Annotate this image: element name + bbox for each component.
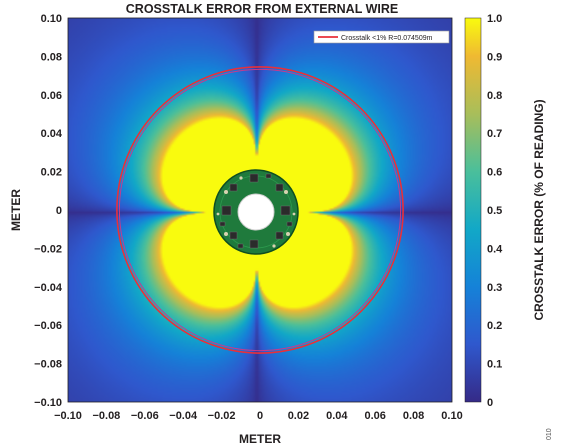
board-hole: [237, 193, 275, 231]
y-tick-label: −0.06: [34, 320, 62, 332]
plot-frame: [67, 17, 453, 403]
figure-id: 010: [546, 428, 553, 440]
x-tick-label: −0.04: [169, 410, 198, 422]
y-tick-label: 0.10: [41, 13, 62, 25]
y-tick-label: −0.04: [34, 282, 63, 294]
colorbar: [464, 17, 482, 403]
colorbar-tick-label: 0.8: [487, 90, 502, 102]
x-tick-label: 0.02: [288, 410, 309, 422]
legend-label: Crosstalk <1% R=0.074509m: [341, 35, 433, 42]
colorbar-tick-label: 0.2: [487, 320, 502, 332]
colorbar-label: CROSSTALK ERROR (% OF READING): [532, 99, 546, 320]
x-tick-label: 0.06: [364, 410, 385, 422]
y-tick-label: 0.06: [41, 90, 62, 102]
x-tick-label: −0.06: [131, 410, 159, 422]
y-axis-label: METER: [9, 189, 23, 231]
sensor-board: [213, 169, 299, 255]
y-tick-label: −0.02: [34, 243, 62, 255]
colorbar-tick-label: 0: [487, 397, 493, 409]
colorbar-ticks: 1.0 0.9 0.8 0.7 0.6 0.5 0.4 0.3 0.2 0.1 0: [487, 13, 503, 409]
colorbar-tick-label: 0.7: [487, 128, 502, 140]
colorbar-tick-label: 0.4: [487, 243, 503, 255]
x-tick-label: 0.10: [441, 410, 462, 422]
legend-box: [313, 30, 450, 44]
y-tick-label: −0.10: [34, 397, 62, 409]
x-axis: −0.10 −0.08 −0.06 −0.04 −0.02 0 0.02 0.04 0.06 0.…: [54, 410, 463, 422]
colorbar-tick-label: 1.0: [487, 13, 502, 25]
y-tick-label: 0: [56, 205, 62, 217]
colorbar-tick-label: 0.1: [487, 359, 502, 371]
x-tick-label: −0.08: [92, 410, 120, 422]
y-tick-label: 0.02: [41, 167, 62, 179]
y-tick-label: 0.08: [41, 51, 62, 63]
y-tick-label: 0.04: [41, 128, 63, 140]
colorbar-tick-label: 0.3: [487, 282, 502, 294]
colorbar-tick-label: 0.9: [487, 51, 502, 63]
colorbar-tick-label: 0.6: [487, 167, 502, 179]
x-tick-label: −0.02: [208, 410, 236, 422]
x-tick-label: 0: [257, 410, 263, 422]
threshold-circle: [116, 66, 404, 354]
chart-title: CROSSTALK ERROR FROM EXTERNAL WIRE: [126, 2, 398, 16]
x-tick-label: 0.04: [326, 410, 348, 422]
y-tick-label: −0.08: [34, 359, 62, 371]
board-components: [219, 173, 293, 249]
x-tick-label: 0.08: [403, 410, 424, 422]
y-axis: 0.10 0.08 0.06 0.04 0.02 0 −0.02 −0.04 −0.06 −0.0…: [34, 13, 63, 409]
legend: Crosstalk <1% R=0.074509m: [313, 30, 450, 44]
x-axis-label: METER: [239, 432, 281, 446]
x-tick-label: −0.10: [54, 410, 82, 422]
colorbar-tick-label: 0.5: [487, 205, 502, 217]
threshold-circle-inner: [118, 68, 402, 352]
board-pads: [216, 176, 296, 248]
